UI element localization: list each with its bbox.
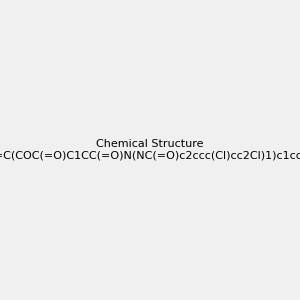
Text: Chemical Structure
O=C(COC(=O)C1CC(=O)N(NC(=O)c2ccc(Cl)cc2Cl)1)c1cccc: Chemical Structure O=C(COC(=O)C1CC(=O)N(… xyxy=(0,139,300,161)
